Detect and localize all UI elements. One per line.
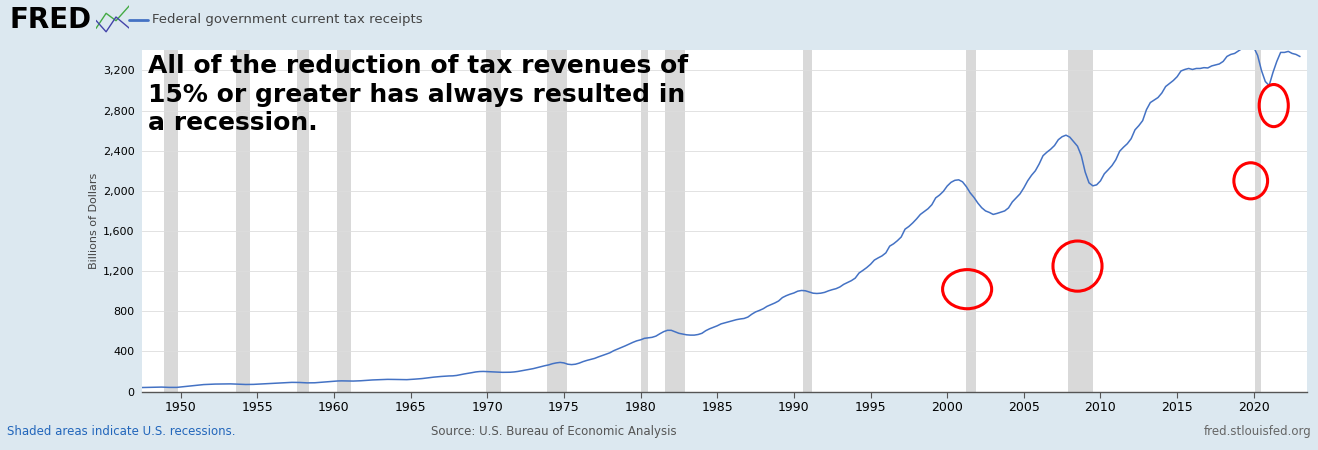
Bar — [1255, 50, 1261, 392]
Text: fred.stlouisfed.org: fred.stlouisfed.org — [1203, 425, 1311, 438]
Bar — [641, 50, 648, 392]
Bar — [547, 50, 567, 392]
Text: FRED: FRED — [9, 6, 91, 34]
Bar — [966, 50, 977, 392]
Bar — [486, 50, 501, 392]
Bar — [803, 50, 812, 392]
Bar — [297, 50, 310, 392]
Bar — [1069, 50, 1093, 392]
Text: Shaded areas indicate U.S. recessions.: Shaded areas indicate U.S. recessions. — [7, 425, 235, 438]
Text: Federal government current tax receipts: Federal government current tax receipts — [152, 14, 422, 27]
Text: All of the reduction of tax revenues of
15% or greater has always resulted in
a : All of the reduction of tax revenues of … — [148, 54, 688, 135]
Bar — [666, 50, 685, 392]
Text: Source: U.S. Bureau of Economic Analysis: Source: U.S. Bureau of Economic Analysis — [431, 425, 676, 438]
Bar — [163, 50, 178, 392]
Y-axis label: Billions of Dollars: Billions of Dollars — [88, 173, 99, 269]
Bar — [236, 50, 249, 392]
Bar — [337, 50, 351, 392]
